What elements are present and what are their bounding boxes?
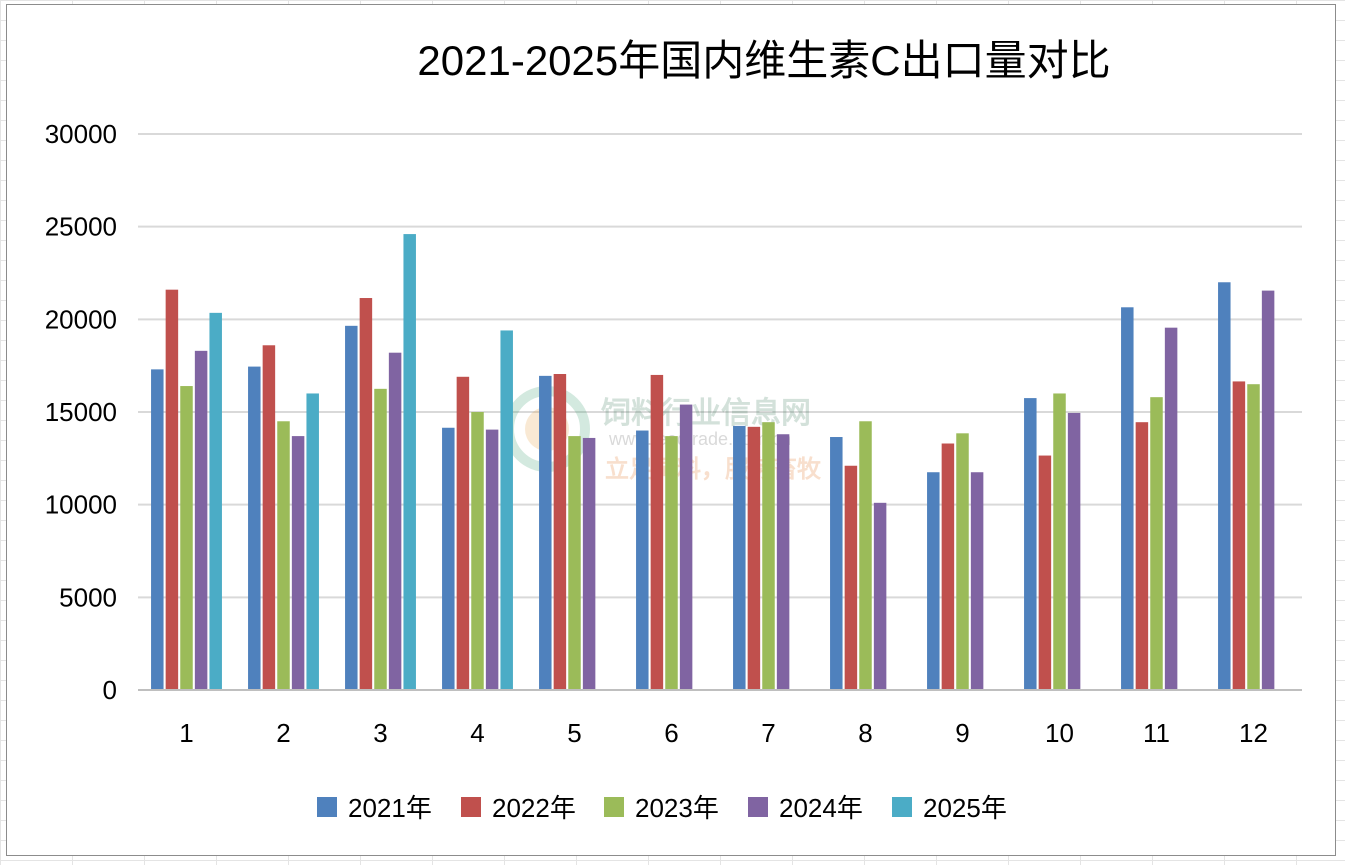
bar-2025年-1	[209, 312, 222, 690]
grid-lines	[138, 133, 1302, 599]
bar-2022年-1	[165, 289, 179, 690]
y-tick-label: 25000	[45, 212, 117, 242]
bar-2024年-7	[776, 434, 790, 690]
y-tick-label: 20000	[45, 304, 117, 334]
bar-2022年-6	[650, 374, 664, 690]
chart-frame: 2021-2025年国内维生素C出口量对比 0 5000 10000 15000 200…	[6, 4, 1336, 856]
legend-label: 2023年	[635, 793, 719, 823]
bar-2024年-4	[485, 429, 499, 690]
y-tick-label: 10000	[45, 490, 117, 520]
bar-2023年-6	[665, 436, 678, 690]
bar-2023年-3	[374, 388, 387, 690]
x-tick-label: 10	[1045, 718, 1074, 748]
bar-2022年-2	[262, 345, 276, 690]
bar-2023年-10	[1053, 393, 1066, 690]
x-tick-label: 2	[276, 718, 290, 748]
x-tick-label: 8	[858, 718, 872, 748]
y-tick-label: 30000	[45, 119, 117, 149]
bar-2021年-3	[345, 325, 358, 690]
bar-2022年-7	[747, 426, 761, 690]
x-tick-label: 5	[567, 718, 581, 748]
bar-2021年-2	[248, 366, 261, 690]
x-tick-label: 4	[470, 718, 484, 748]
bar-2022年-10	[1038, 455, 1052, 690]
x-tick-label: 3	[373, 718, 387, 748]
chart-title: 2021-2025年国内维生素C出口量对比	[417, 37, 1110, 84]
legend-swatch-2024年	[748, 797, 768, 817]
legend-label: 2022年	[492, 793, 576, 823]
y-tick-label: 15000	[45, 397, 117, 427]
bar-2025年-4	[500, 330, 513, 690]
x-tick-label: 6	[664, 718, 678, 748]
chart-svg: 2021-2025年国内维生素C出口量对比 0 5000 10000 15000 200…	[45, 37, 1302, 823]
legend-label: 2025年	[923, 793, 1007, 823]
x-axis-ticks: 1 2 3 4 5 6 7 8 9 10 11 12	[179, 718, 1268, 748]
bar-2024年-9	[970, 472, 984, 690]
bar-2023年-8	[859, 421, 872, 690]
bar-2024年-6	[679, 404, 693, 690]
bar-2021年-10	[1024, 398, 1037, 690]
bar-2024年-5	[582, 437, 596, 690]
bar-2023年-7	[762, 422, 775, 690]
x-tick-label: 11	[1143, 718, 1170, 748]
legend-label: 2024年	[779, 793, 863, 823]
bar-2021年-9	[927, 472, 940, 690]
bar-2022年-3	[359, 298, 373, 690]
x-tick-label: 12	[1239, 718, 1268, 748]
bar-2022年-4	[456, 376, 470, 690]
bar-2023年-1	[180, 386, 193, 690]
bar-2023年-9	[956, 433, 969, 690]
x-tick-label: 9	[955, 718, 969, 748]
x-tick-label: 7	[761, 718, 775, 748]
bar-2023年-4	[471, 412, 484, 690]
bar-2021年-11	[1121, 307, 1134, 690]
bar-2021年-7	[733, 425, 746, 690]
legend: 2021年 2022年 2023年 2024年 2025年	[317, 793, 1007, 823]
bar-2025年-2	[306, 393, 319, 690]
bar-2024年-11	[1164, 327, 1178, 690]
bar-2023年-2	[277, 421, 290, 690]
bars	[151, 234, 1275, 690]
legend-swatch-2022年	[461, 797, 481, 817]
bar-2021年-6	[636, 430, 649, 690]
bar-2024年-1	[194, 350, 208, 690]
bar-2021年-1	[151, 369, 164, 690]
legend-swatch-2025年	[892, 797, 912, 817]
bar-2024年-12	[1261, 290, 1275, 690]
bar-2024年-2	[291, 436, 305, 690]
bar-2022年-5	[553, 374, 567, 690]
bar-2024年-8	[873, 502, 887, 690]
x-tick-label: 1	[179, 718, 193, 748]
legend-label: 2021年	[348, 793, 432, 823]
bar-2021年-4	[442, 427, 455, 690]
y-tick-label: 0	[103, 675, 117, 705]
legend-swatch-2023年	[604, 797, 624, 817]
bar-2025年-3	[403, 234, 416, 690]
bar-2022年-11	[1135, 422, 1149, 690]
bar-2022年-12	[1232, 381, 1246, 690]
bar-2021年-5	[539, 375, 552, 690]
bar-2024年-3	[388, 352, 402, 690]
y-tick-label: 5000	[59, 582, 117, 612]
bar-2024年-10	[1067, 412, 1081, 690]
bar-2023年-11	[1150, 397, 1163, 690]
legend-swatch-2021年	[317, 797, 337, 817]
bar-2022年-9	[941, 443, 955, 690]
bar-2021年-12	[1218, 282, 1231, 690]
watermark-name: 饲料行业信息网	[600, 396, 811, 430]
bar-2021年-8	[830, 437, 843, 690]
y-axis-ticks: 0 5000 10000 15000 20000 25000 30000	[45, 119, 117, 705]
bar-2022年-8	[844, 465, 858, 690]
bar-2023年-5	[568, 436, 581, 690]
bar-2023年-12	[1247, 384, 1260, 690]
